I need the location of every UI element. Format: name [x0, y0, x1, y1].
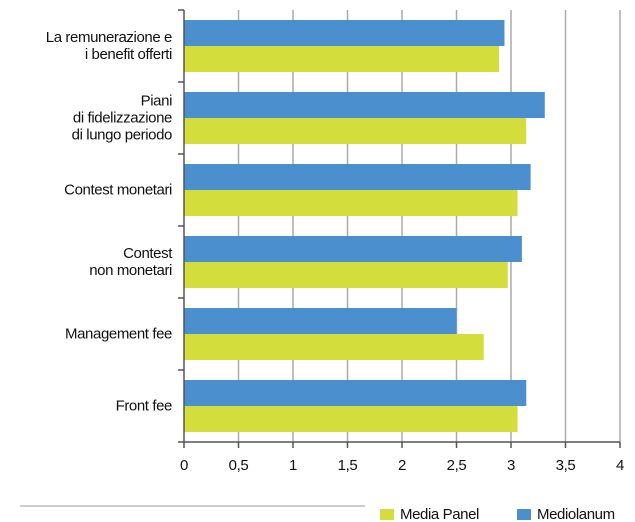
legend-swatch	[380, 509, 394, 520]
x-tick-label: 3,5	[556, 457, 576, 474]
bar	[184, 262, 508, 288]
y-tick-label: La remunerazione e i benefit offerti	[45, 29, 173, 63]
x-tick-label: 3	[507, 457, 515, 474]
legend-label: Media Panel	[400, 506, 479, 522]
x-tick-label: 1,5	[338, 457, 358, 474]
legend-label: Mediolanum	[537, 506, 615, 522]
y-tick-label: Contest non monetari	[89, 245, 172, 279]
bar	[184, 92, 545, 118]
bar	[184, 20, 505, 46]
bar	[184, 236, 522, 262]
x-tick-label: 4	[616, 457, 624, 474]
y-tick-label: Front fee	[115, 397, 173, 415]
y-tick-label: Management fee	[65, 325, 172, 343]
x-tick-label: 0,5	[229, 457, 249, 474]
x-tick-label: 2,5	[447, 457, 467, 474]
bar	[184, 406, 518, 432]
bar	[184, 308, 457, 334]
x-tick-label: 1	[289, 457, 297, 474]
bar	[184, 118, 527, 144]
bar	[184, 334, 484, 360]
bar	[184, 190, 518, 216]
y-tick-label: Piani di fidelizzazione di lungo periodo	[71, 92, 173, 144]
y-tick-label: Contest monetari	[64, 181, 172, 199]
x-tick-label: 2	[398, 457, 406, 474]
x-tick-label: 0	[180, 457, 188, 474]
bar	[184, 46, 500, 72]
legend-swatch	[517, 509, 531, 520]
bar	[184, 164, 531, 190]
bar	[184, 380, 527, 406]
